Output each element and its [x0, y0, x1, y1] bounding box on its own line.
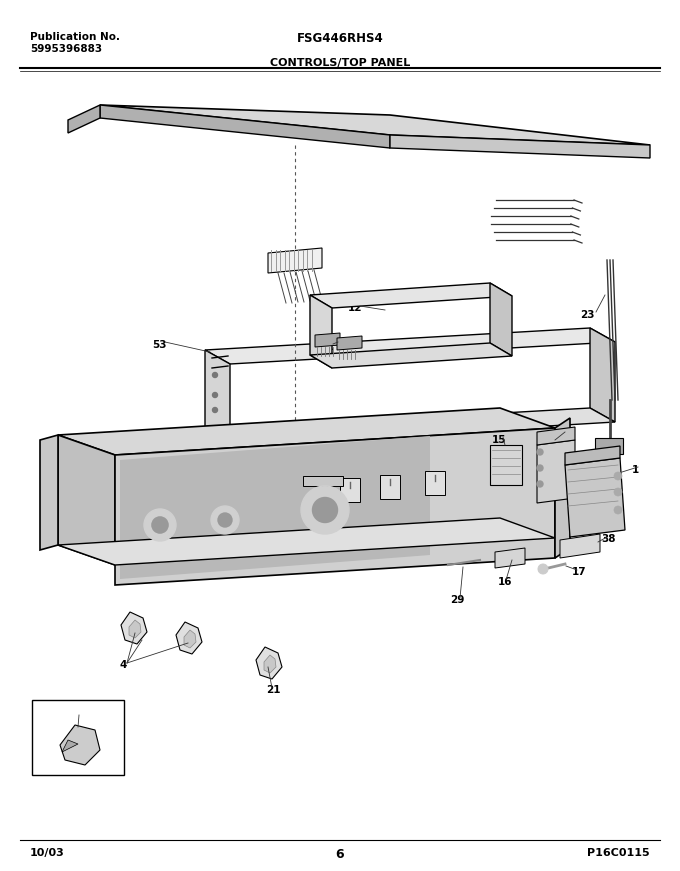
- Polygon shape: [565, 446, 620, 465]
- Polygon shape: [205, 350, 230, 445]
- Circle shape: [211, 506, 239, 534]
- Polygon shape: [390, 135, 650, 158]
- Text: 15: 15: [492, 435, 507, 445]
- Polygon shape: [590, 328, 615, 422]
- Polygon shape: [205, 328, 615, 364]
- Polygon shape: [40, 435, 58, 550]
- Text: 21: 21: [266, 685, 280, 695]
- Polygon shape: [60, 725, 100, 765]
- Text: 10/03: 10/03: [30, 848, 65, 858]
- Polygon shape: [264, 655, 276, 673]
- Circle shape: [212, 393, 218, 397]
- Circle shape: [614, 506, 622, 514]
- Text: P16C0115: P16C0115: [588, 848, 650, 858]
- Polygon shape: [205, 408, 615, 445]
- Polygon shape: [120, 436, 430, 579]
- Bar: [595, 438, 623, 454]
- Polygon shape: [176, 622, 202, 654]
- Polygon shape: [58, 408, 555, 455]
- Polygon shape: [565, 458, 625, 537]
- Circle shape: [144, 509, 176, 541]
- Bar: [425, 471, 445, 495]
- Polygon shape: [495, 548, 525, 568]
- Circle shape: [538, 564, 548, 574]
- Polygon shape: [560, 534, 600, 558]
- Polygon shape: [537, 427, 575, 445]
- Circle shape: [614, 488, 622, 496]
- Polygon shape: [310, 283, 512, 308]
- Circle shape: [212, 408, 218, 413]
- Polygon shape: [490, 283, 512, 356]
- Circle shape: [151, 517, 169, 534]
- Text: CONTROLS/TOP PANEL: CONTROLS/TOP PANEL: [270, 58, 410, 68]
- Text: 11: 11: [320, 342, 335, 352]
- Text: 10: 10: [556, 430, 571, 440]
- Text: 12: 12: [348, 303, 362, 313]
- Bar: [490, 445, 522, 485]
- Text: 53: 53: [152, 340, 167, 350]
- Text: 4: 4: [120, 660, 127, 670]
- Polygon shape: [68, 105, 100, 133]
- Bar: [32, 700, 124, 775]
- Circle shape: [301, 486, 349, 534]
- Circle shape: [537, 449, 543, 455]
- Text: 17: 17: [572, 567, 587, 577]
- Circle shape: [537, 481, 543, 487]
- Polygon shape: [256, 647, 282, 679]
- Polygon shape: [310, 295, 332, 368]
- Polygon shape: [58, 518, 555, 565]
- Bar: [380, 475, 400, 499]
- Circle shape: [312, 496, 338, 523]
- Polygon shape: [315, 333, 340, 347]
- Circle shape: [218, 512, 233, 528]
- Circle shape: [212, 373, 218, 377]
- Circle shape: [537, 465, 543, 471]
- Text: 6: 6: [336, 848, 344, 861]
- Bar: [303, 476, 343, 486]
- Circle shape: [614, 472, 622, 480]
- Text: 23: 23: [580, 310, 594, 320]
- Polygon shape: [537, 440, 575, 503]
- Text: FSG446RHS4: FSG446RHS4: [296, 32, 384, 45]
- Polygon shape: [555, 418, 570, 558]
- Polygon shape: [62, 740, 78, 752]
- Text: 29: 29: [450, 595, 464, 605]
- Bar: [340, 478, 360, 502]
- Polygon shape: [184, 630, 196, 648]
- Polygon shape: [100, 105, 650, 145]
- Polygon shape: [268, 248, 322, 273]
- Polygon shape: [337, 336, 362, 350]
- Text: 1: 1: [632, 465, 639, 475]
- Polygon shape: [129, 620, 141, 638]
- Text: Publication No.: Publication No.: [30, 32, 120, 42]
- Polygon shape: [115, 428, 555, 585]
- Text: 5995396883: 5995396883: [30, 44, 102, 54]
- Polygon shape: [58, 435, 115, 565]
- Text: 16: 16: [498, 577, 513, 587]
- Text: 7: 7: [75, 712, 82, 722]
- Polygon shape: [121, 612, 147, 644]
- Polygon shape: [310, 343, 512, 368]
- Polygon shape: [100, 105, 390, 148]
- Text: 38: 38: [601, 534, 615, 544]
